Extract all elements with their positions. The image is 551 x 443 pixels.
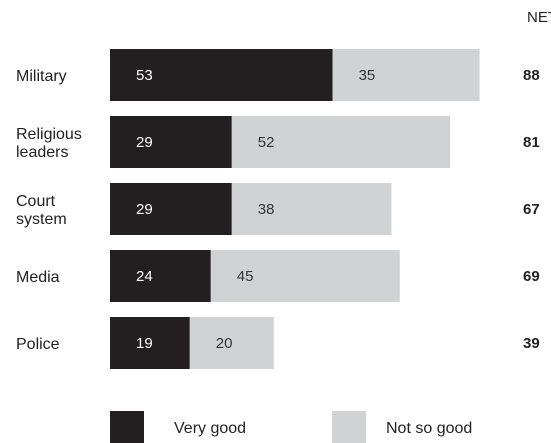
category-label: Religious leaders — [16, 126, 82, 161]
bar-row: Police 19 20 39 — [16, 317, 540, 369]
value-label-very-good: 19 — [136, 335, 153, 352]
bar-not-so-good — [332, 49, 480, 101]
category-label: Police — [16, 336, 60, 353]
category-label-line: Military — [16, 68, 67, 85]
value-label-not-so-good: 20 — [216, 335, 233, 352]
value-label-very-good: 24 — [136, 268, 153, 285]
value-label-not-so-good: 52 — [258, 134, 275, 151]
bar-very-good — [110, 116, 232, 168]
value-label-not-so-good: 35 — [359, 67, 376, 84]
value-label-not-so-good: 45 — [237, 268, 254, 285]
bar-not-so-good — [231, 183, 392, 235]
legend-label: Very good — [174, 420, 246, 437]
bar-very-good — [110, 49, 333, 101]
bar-row: Court system 29 38 67 — [16, 183, 540, 235]
category-label-line: system — [16, 211, 67, 228]
category-label-line: Media — [16, 269, 60, 286]
value-label-very-good: 29 — [136, 134, 153, 151]
legend-swatch — [332, 411, 366, 443]
bar-rows: Military 53 35 88 Religious leaders 29 52 81 Cour… — [16, 49, 540, 369]
category-label-line: leaders — [16, 144, 68, 161]
net-value: 69 — [523, 268, 540, 285]
bar-not-so-good — [210, 250, 400, 302]
category-label-line: Religious — [16, 126, 82, 143]
category-label-line: Police — [16, 336, 60, 353]
net-value: 88 — [523, 67, 540, 84]
category-label: Media — [16, 269, 60, 286]
bar-very-good — [110, 317, 190, 369]
value-label-very-good: 29 — [136, 201, 153, 218]
bar-row: Media 24 45 69 — [16, 250, 540, 302]
bar-not-so-good — [189, 317, 274, 369]
value-label-not-so-good: 38 — [258, 201, 275, 218]
bar-very-good — [110, 183, 232, 235]
legend-item-very-good: Very good — [110, 411, 246, 443]
legend: Very good Not so good — [110, 411, 472, 443]
net-value: 67 — [523, 201, 540, 218]
category-label-line: Court — [16, 193, 56, 210]
bar-very-good — [110, 250, 211, 302]
bar-row: Military 53 35 88 — [16, 49, 540, 101]
category-label: Military — [16, 68, 67, 85]
category-label: Court system — [16, 193, 67, 228]
net-value: 39 — [523, 335, 540, 352]
legend-item-not-so-good: Not so good — [332, 411, 472, 443]
bar-not-so-good — [231, 116, 451, 168]
net-header: NET — [527, 9, 551, 26]
net-value: 81 — [523, 134, 540, 151]
bar-row: Religious leaders 29 52 81 — [16, 116, 540, 168]
legend-label: Not so good — [386, 420, 472, 437]
value-label-very-good: 53 — [136, 67, 153, 84]
legend-swatch — [110, 411, 144, 443]
